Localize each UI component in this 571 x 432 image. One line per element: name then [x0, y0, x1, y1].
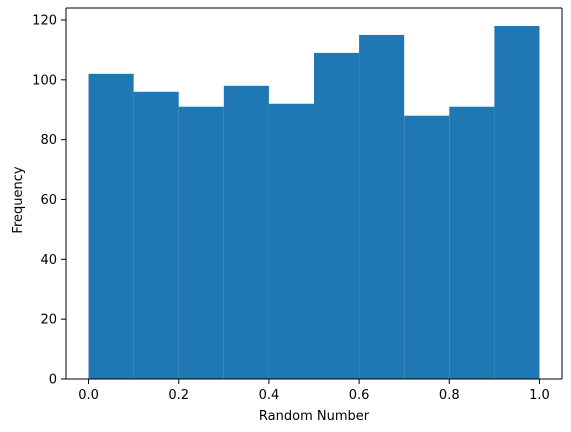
histogram-bar-6: [359, 34, 405, 379]
y-tick-label: 100: [32, 73, 57, 88]
histogram-bar-7: [404, 115, 450, 379]
histogram-bar-1: [133, 91, 179, 379]
bars-group: [88, 25, 540, 380]
x-tick-label: 0.2: [168, 388, 189, 403]
y-tick-label: 40: [40, 253, 57, 268]
y-tick-label: 60: [40, 193, 57, 208]
y-tick-label: 0: [49, 373, 57, 388]
y-tick-label: 20: [40, 313, 57, 328]
histogram-bar-8: [449, 106, 495, 379]
histogram-bar-2: [178, 106, 224, 379]
x-axis-label: Random Number: [259, 409, 370, 424]
y-tick-label: 80: [40, 133, 57, 148]
y-axis-label: Frequency: [11, 166, 26, 233]
x-tick-label: 0.4: [259, 388, 280, 403]
axes-frame: [65, 7, 563, 380]
y-axis-ticks: 0 20 40 60 80 100 120: [32, 13, 66, 388]
x-tick-label: 1.0: [529, 388, 550, 403]
y-tick-label: 120: [32, 13, 57, 28]
histogram-bar-9: [494, 25, 540, 380]
histogram-bar-5: [314, 52, 360, 380]
histogram-bar-4: [268, 103, 314, 379]
x-tick-label: 0.6: [349, 388, 370, 403]
histogram-bar-3: [223, 85, 269, 380]
x-axis-ticks: 0.0 0.2 0.4 0.6 0.8 1.0: [78, 379, 550, 403]
x-tick-label: 0.0: [78, 388, 99, 403]
x-tick-label: 0.8: [439, 388, 460, 403]
histogram-bar-0: [88, 73, 134, 380]
